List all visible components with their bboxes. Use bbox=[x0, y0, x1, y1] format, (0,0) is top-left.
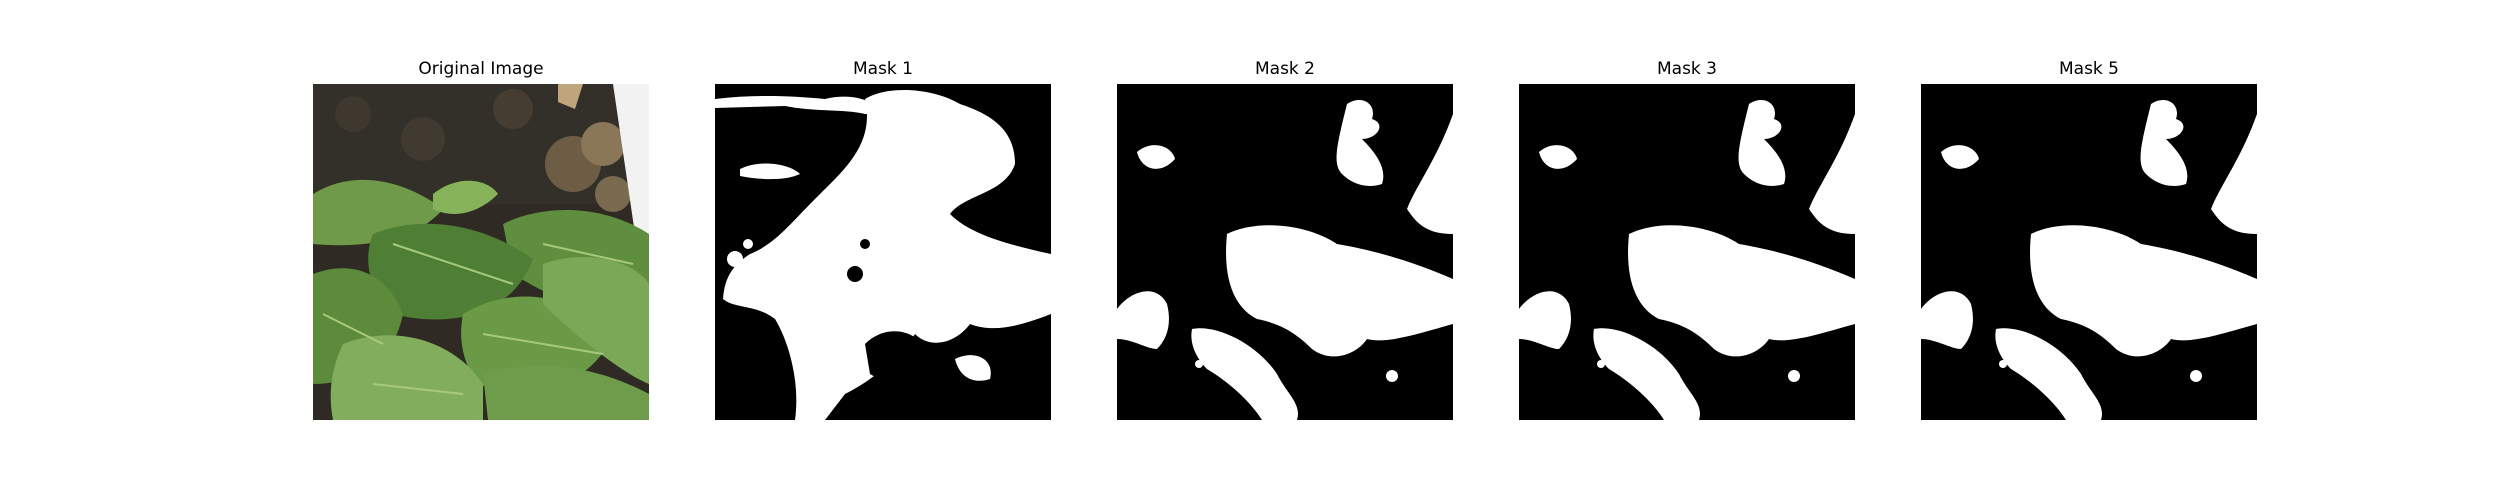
original-image bbox=[313, 84, 649, 420]
panel-title-mask-3: Mask 3 bbox=[1656, 59, 1717, 79]
panel-title-mask-1: Mask 1 bbox=[852, 59, 913, 79]
mask-1-image bbox=[715, 84, 1051, 420]
panel-mask-5: Mask 5 bbox=[1921, 0, 2257, 500]
panel-mask-2: Mask 2 bbox=[1117, 0, 1453, 500]
panel-original-image: Original Image bbox=[313, 0, 649, 500]
mask-2-image bbox=[1117, 84, 1453, 420]
mask-3-image bbox=[1519, 84, 1855, 420]
mask-5-image bbox=[1921, 84, 2257, 420]
panel-title-original-image: Original Image bbox=[418, 59, 544, 79]
panel-mask-3: Mask 3 bbox=[1519, 0, 1855, 500]
panel-mask-1: Mask 1 bbox=[715, 0, 1051, 500]
panel-title-mask-2: Mask 2 bbox=[1254, 59, 1315, 79]
panel-title-mask-5: Mask 5 bbox=[2058, 59, 2119, 79]
